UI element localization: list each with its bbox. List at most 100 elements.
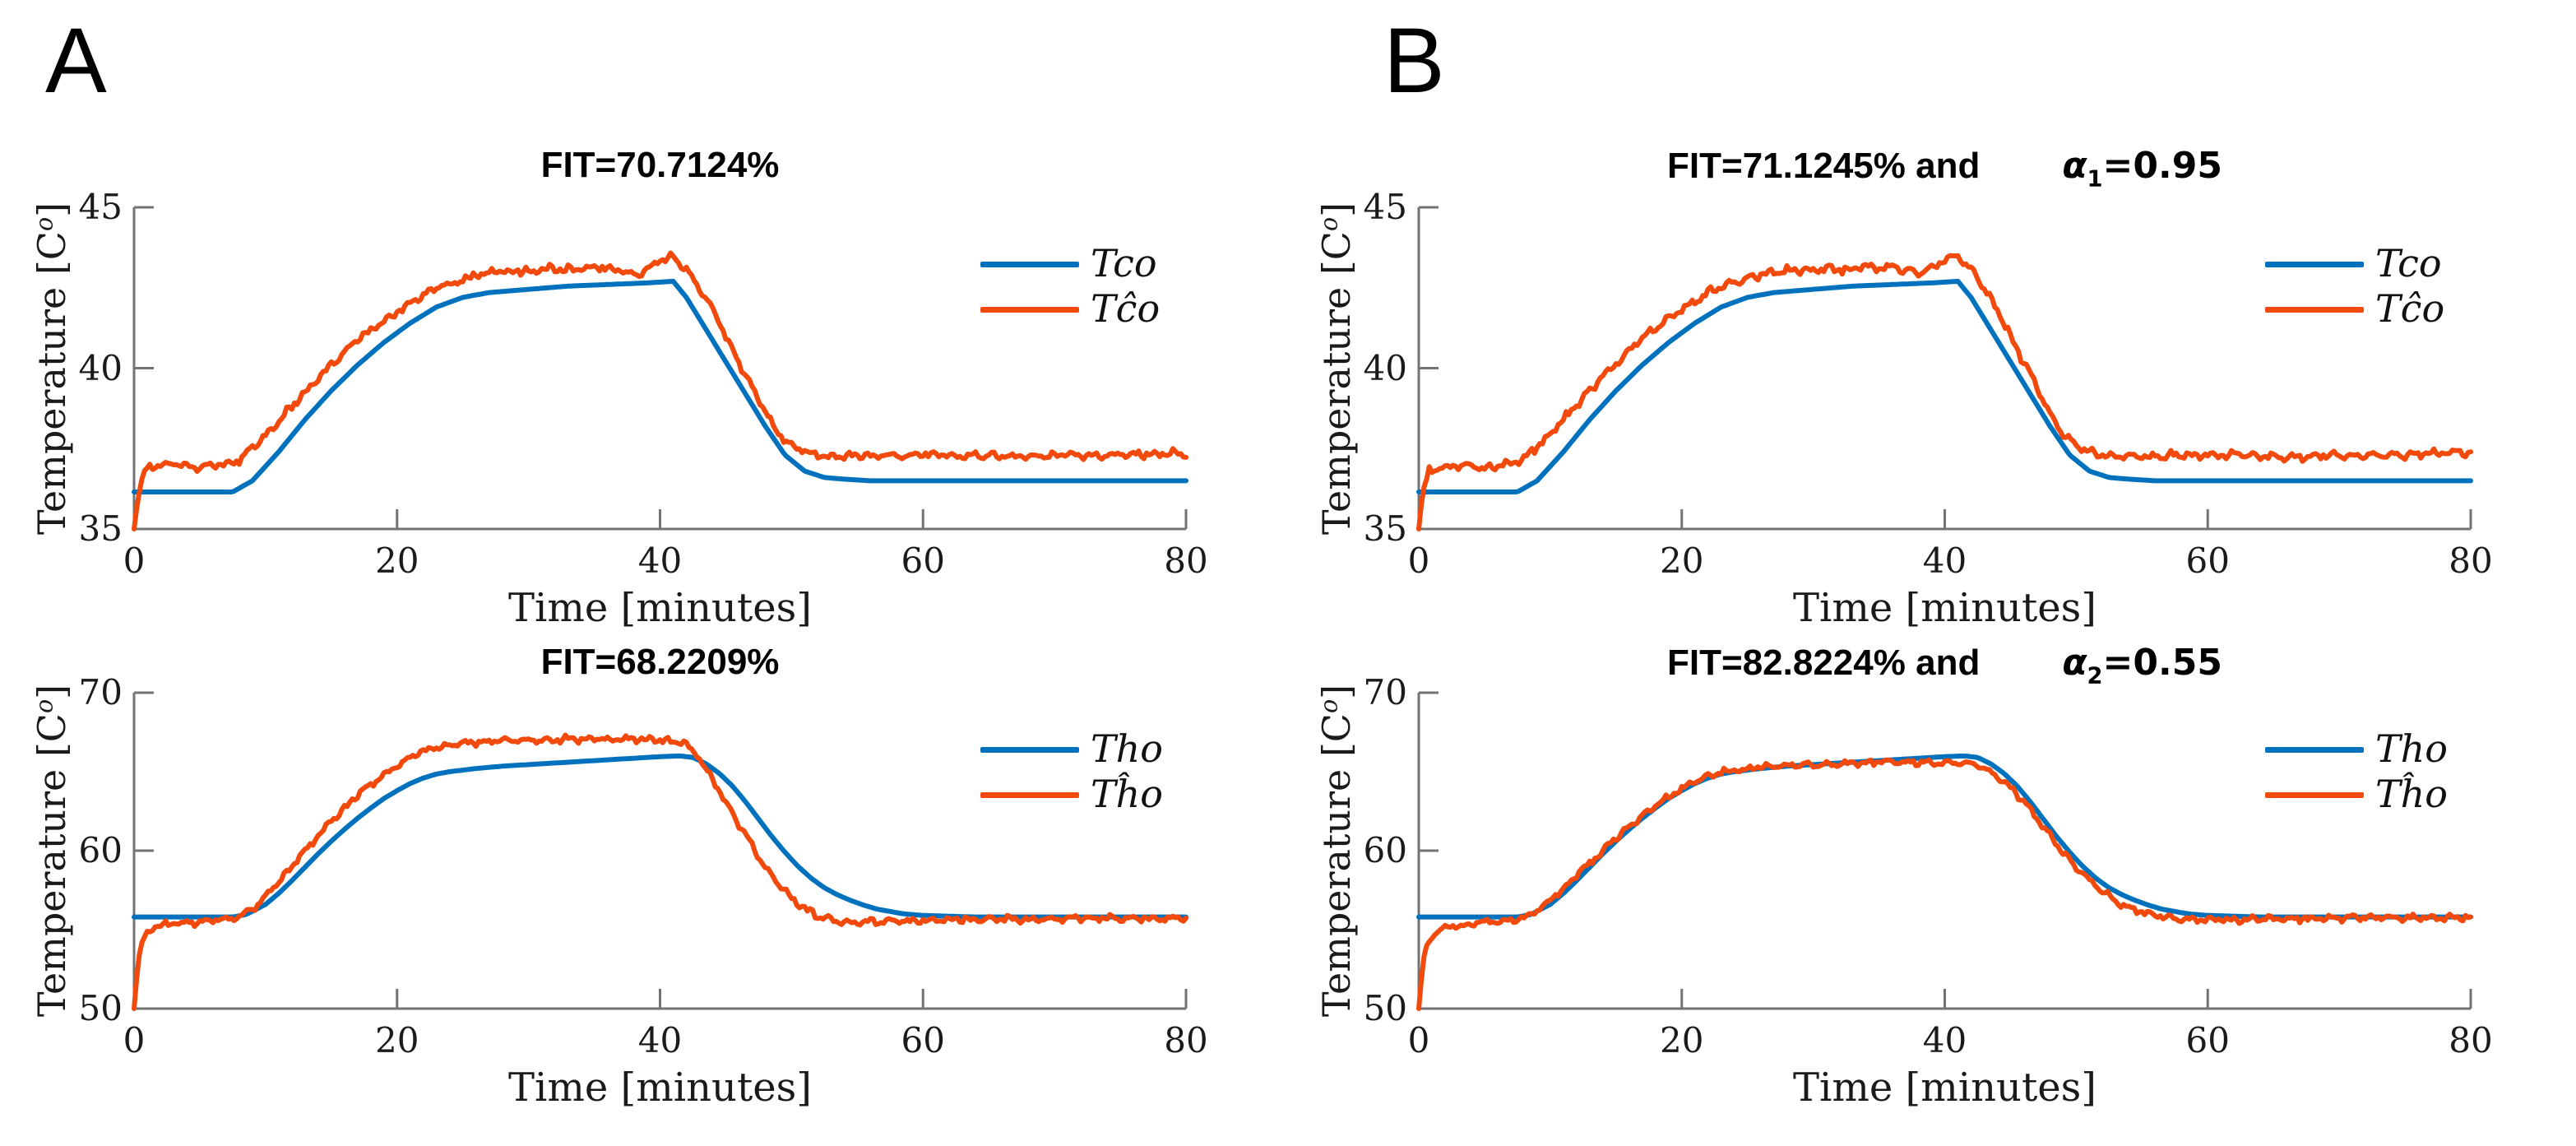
y-tick-label: 70 — [1363, 672, 1407, 712]
x-tick-label: 20 — [375, 541, 419, 581]
subplot-A-bottom-y-axis-label: Temperature [Co] — [30, 684, 74, 1017]
y-label-text: Temperature [C — [1314, 230, 1359, 535]
alpha-symbol: α — [2062, 642, 2087, 684]
y-label-bracket: ] — [30, 684, 74, 699]
series-line-Tĉo — [1416, 253, 2473, 531]
x-tick-label: 20 — [375, 1020, 419, 1060]
legend-label-Tĉo: Tĉo — [2375, 286, 2445, 331]
x-tick-label: 0 — [1407, 541, 1430, 581]
series-line-Tho — [132, 753, 1188, 920]
fit-text: FIT=71.1245% and — [1667, 146, 1981, 186]
alpha-value: =0.95 — [2102, 145, 2222, 187]
legend-label-Tĉo: Tĉo — [1091, 286, 1161, 331]
alpha-value: =0.55 — [2102, 642, 2222, 684]
legend-label-Tĥo: Tĥo — [2375, 772, 2449, 816]
subplot-A-bottom-title: FIT=68.2209% — [541, 642, 780, 683]
legend-line-Tĥo — [2265, 792, 2364, 798]
y-tick-label: 45 — [78, 187, 123, 227]
legend-line-Tho — [980, 747, 1079, 753]
y-label-text: Temperature [C — [30, 713, 74, 1018]
x-tick-label: 0 — [123, 541, 146, 581]
x-tick-label: 40 — [1922, 1020, 1967, 1060]
subplot-B-top-title: FIT=71.1245% and α1=0.95 — [1667, 145, 2222, 192]
alpha-symbol: α — [2062, 145, 2087, 187]
y-label-degree-sup: o — [30, 216, 58, 231]
x-tick-label: 80 — [2449, 1020, 2493, 1060]
x-tick-label: 60 — [901, 541, 945, 581]
subplot-B-top-x-axis-label: Time [minutes] — [1792, 585, 2097, 631]
legend-line-Tco — [980, 262, 1079, 267]
series-line-Tĥo — [1416, 757, 2473, 1011]
fit-text: FIT=82.8224% and — [1667, 643, 1981, 683]
x-tick-label: 0 — [1407, 1020, 1430, 1060]
subplot-A-bottom-plot-svg — [132, 691, 1188, 1011]
y-label-text: Temperature [C — [30, 230, 74, 535]
y-tick-label: 60 — [78, 830, 123, 870]
subplot-B-bottom-title: FIT=82.8224% and α2=0.55 — [1667, 642, 2222, 689]
x-tick-label: 40 — [637, 541, 683, 581]
subplot-A-top-plot-svg — [132, 206, 1188, 531]
subplot-B-bottom-y-axis-label: Temperature [Co] — [1314, 684, 1359, 1017]
x-tick-label: 20 — [1660, 1020, 1704, 1060]
series-line-Tĉo — [132, 250, 1188, 531]
fit-text: FIT=70.7124% — [540, 145, 780, 185]
y-tick-label: 35 — [1363, 508, 1407, 549]
y-label-text: Temperature [C — [1314, 713, 1359, 1018]
y-label-degree-sup: o — [1315, 216, 1343, 231]
x-tick-label: 60 — [901, 1020, 945, 1060]
series-line-Tco — [1416, 278, 2473, 494]
legend-line-Tĥo — [980, 792, 1079, 798]
x-tick-label: 40 — [1922, 541, 1967, 581]
fit-text: FIT=68.2209% — [540, 642, 780, 682]
legend-line-Tco — [2265, 262, 2364, 267]
series-line-Tĥo — [132, 732, 1188, 1011]
axis-spines — [1417, 693, 2471, 1010]
panel-label-B: B — [1383, 9, 1445, 112]
y-tick-label: 40 — [78, 347, 123, 388]
x-tick-label: 20 — [1660, 541, 1704, 581]
subplot-B-bottom-plot-svg — [1416, 691, 2473, 1011]
subplot-B-bottom-x-axis-label: Time [minutes] — [1792, 1065, 2097, 1111]
subplot-A-top-y-axis-label: Temperature [Co] — [30, 202, 74, 534]
alpha-subscript: 2 — [2087, 663, 2103, 689]
legend-line-Tho — [2265, 747, 2364, 753]
legend-line-Tĉo — [2265, 307, 2364, 313]
y-label-degree-sup: o — [30, 698, 58, 713]
panel-label-A: A — [45, 9, 107, 112]
y-tick-label: 70 — [78, 672, 123, 712]
x-tick-label: 40 — [637, 1020, 683, 1060]
y-label-bracket: ] — [30, 202, 74, 217]
legend-label-Tco: Tco — [2375, 241, 2442, 285]
alpha-subscript: 1 — [2087, 166, 2103, 193]
x-tick-label: 80 — [1164, 1020, 1208, 1060]
y-tick-label: 40 — [1363, 347, 1407, 388]
subplot-B-top-plot-svg — [1416, 206, 2473, 531]
y-tick-label: 50 — [78, 988, 123, 1028]
x-tick-label: 80 — [2449, 541, 2493, 581]
subplot-B-top-y-axis-label: Temperature [Co] — [1314, 202, 1359, 534]
x-tick-label: 60 — [2185, 541, 2230, 581]
alpha-term: α2=0.55 — [2062, 642, 2222, 689]
x-tick-label: 80 — [1164, 541, 1208, 581]
y-label-bracket: ] — [1314, 202, 1359, 217]
x-tick-label: 0 — [123, 1020, 146, 1060]
y-label-bracket: ] — [1314, 684, 1359, 699]
legend-label-Tho: Tho — [2375, 726, 2449, 771]
alpha-term: α1=0.95 — [2062, 145, 2222, 192]
legend-label-Tĥo: Tĥo — [1091, 772, 1164, 816]
subplot-A-bottom-x-axis-label: Time [minutes] — [507, 1065, 813, 1111]
y-label-degree-sup: o — [1315, 698, 1343, 713]
y-tick-label: 50 — [1363, 988, 1407, 1028]
x-tick-label: 60 — [2185, 1020, 2230, 1060]
series-line-Tco — [132, 278, 1188, 494]
legend-line-Tĉo — [980, 307, 1079, 313]
y-tick-label: 45 — [1363, 187, 1407, 227]
subplot-A-top-x-axis-label: Time [minutes] — [507, 585, 813, 631]
legend-label-Tco: Tco — [1091, 241, 1157, 285]
series-line-Tho — [1416, 753, 2473, 920]
subplot-A-top-title: FIT=70.7124% — [541, 145, 780, 186]
y-tick-label: 60 — [1363, 830, 1407, 870]
y-tick-label: 35 — [78, 508, 123, 549]
legend-label-Tho: Tho — [1091, 726, 1164, 771]
